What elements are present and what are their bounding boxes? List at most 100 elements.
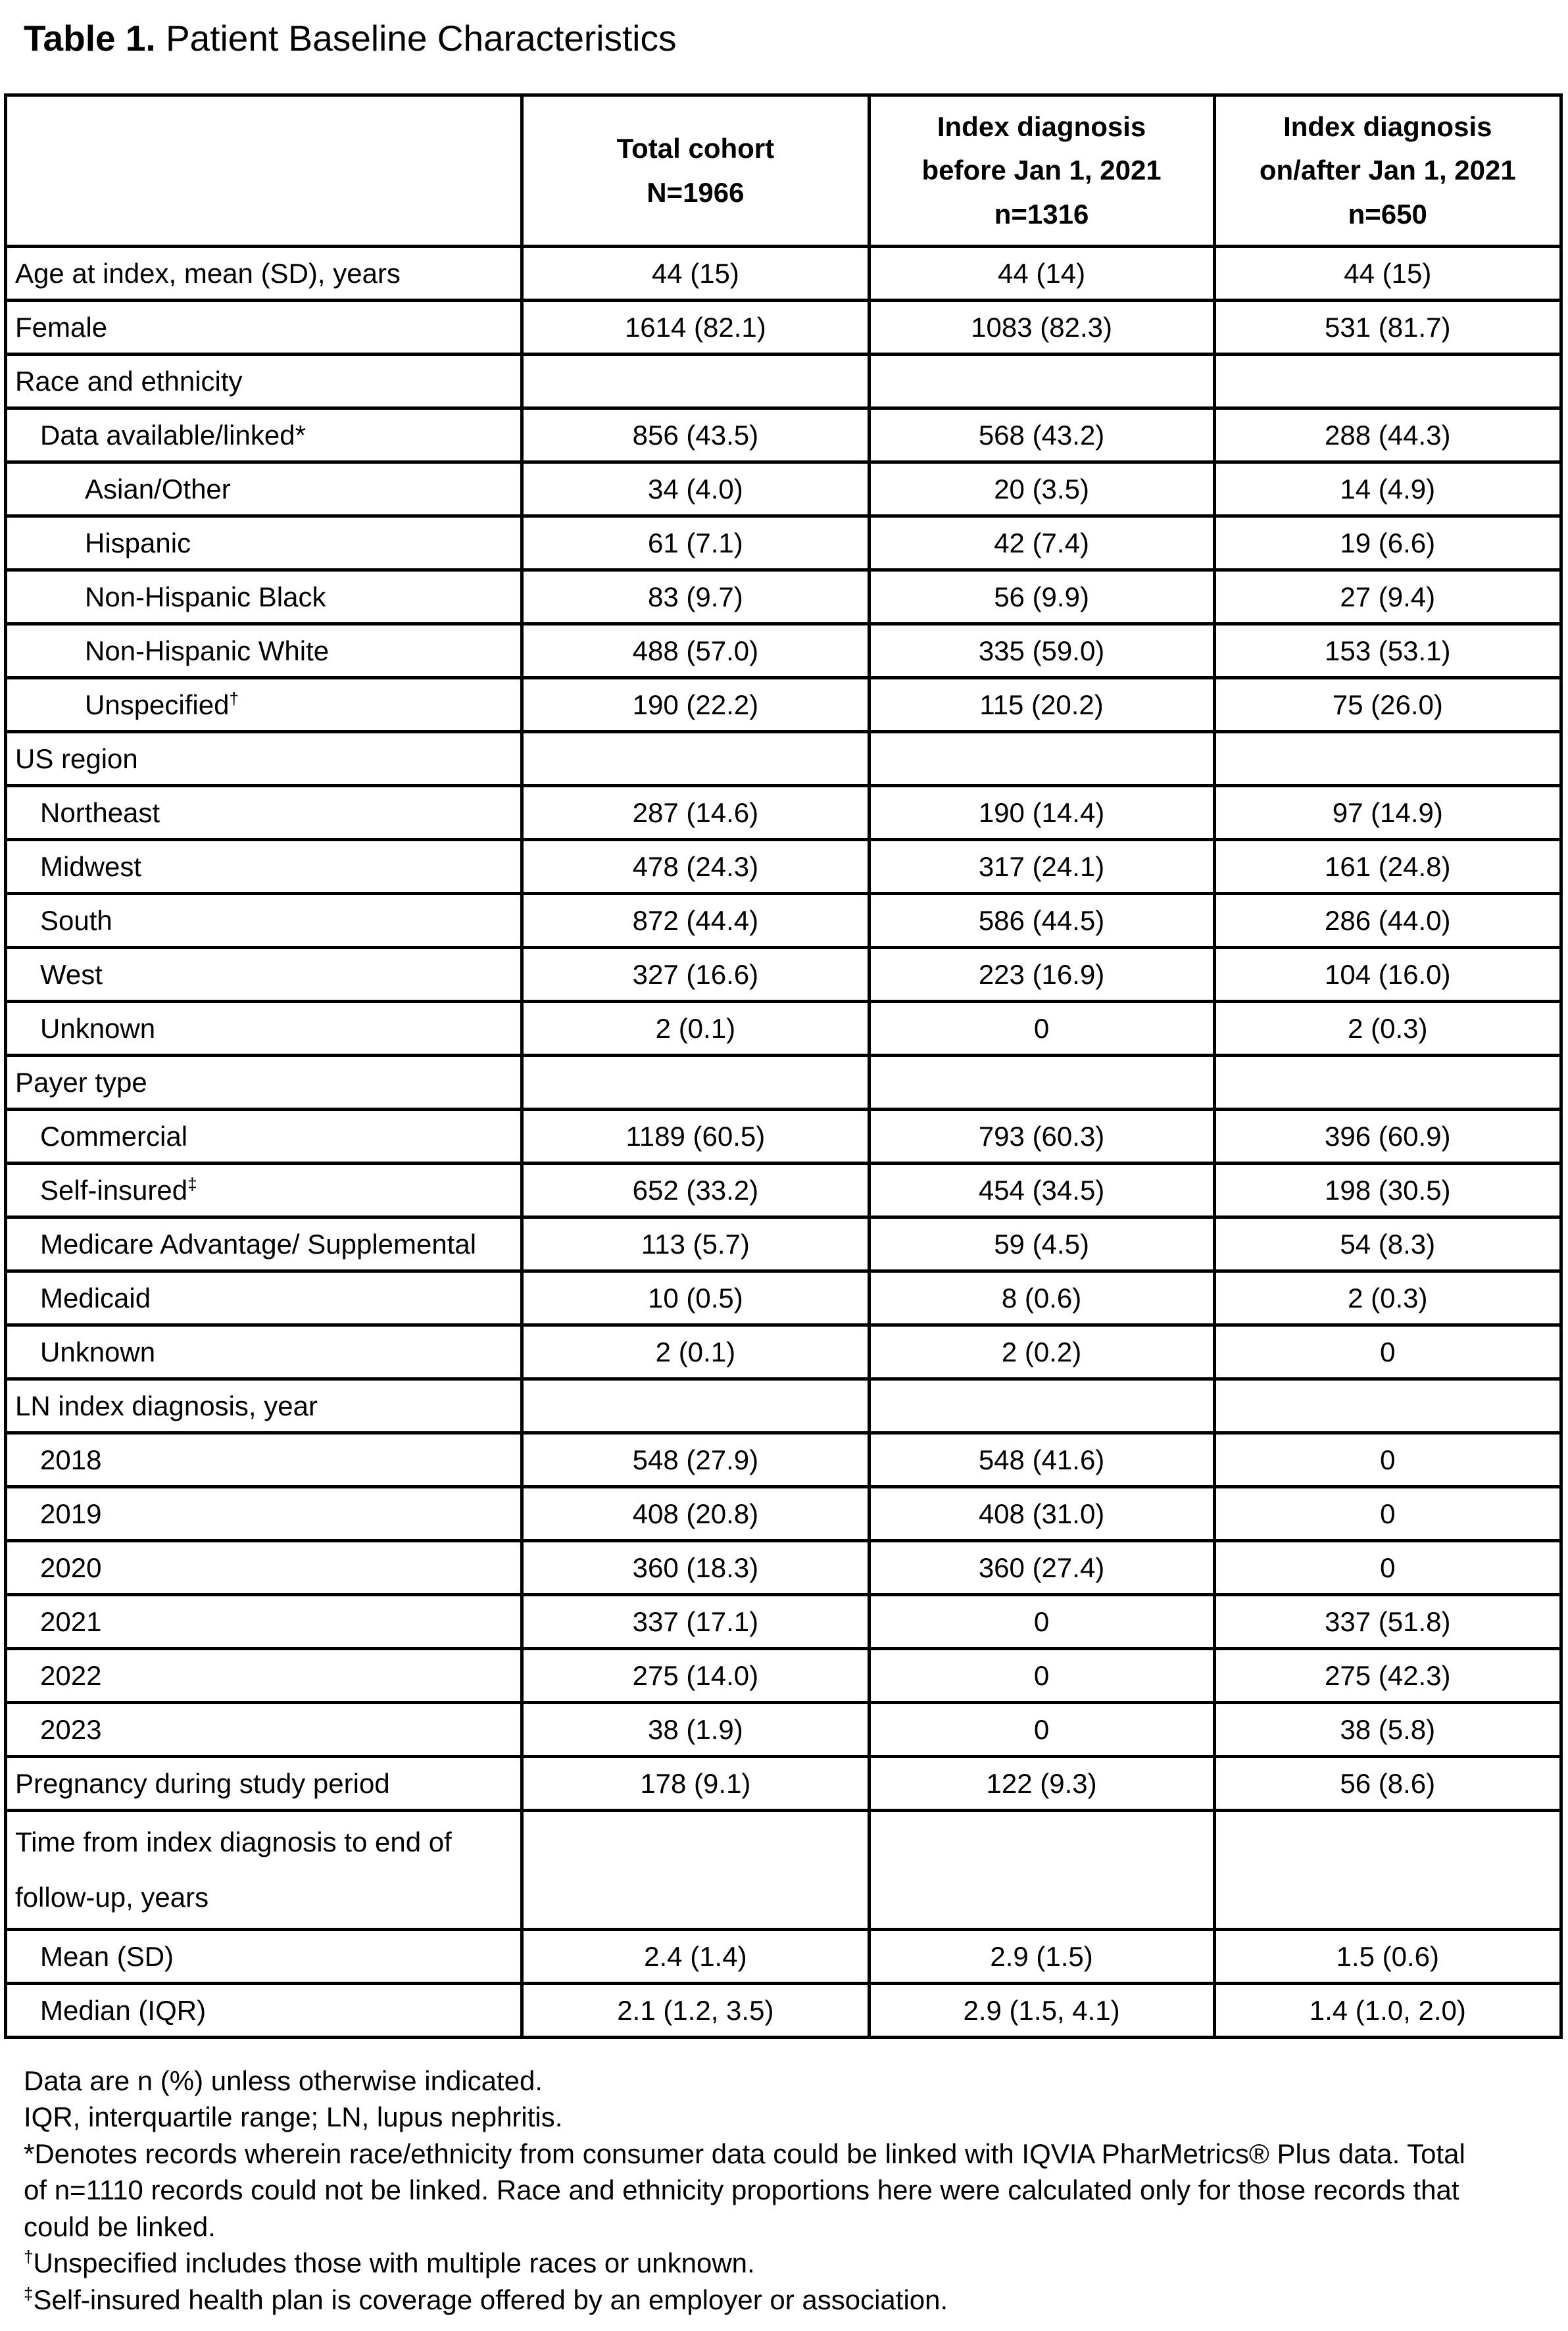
row-label-cell: Self-insured‡ <box>3 1162 524 1219</box>
cell-index-onafter-2021: 396 (60.9) <box>1212 1108 1563 1165</box>
footnote-text: IQR, interquartile range; LN, lupus neph… <box>24 2101 563 2133</box>
row-label: Medicare Advantage/ Supplemental <box>40 1229 477 1260</box>
cell-index-onafter-2021 <box>1212 353 1563 410</box>
table-row: Medicare Advantage/ Supplemental 113 (5.… <box>3 1215 1563 1273</box>
footnote-text: Unspecified includes those with multiple… <box>33 2247 755 2279</box>
footnote-symbol: ‡ <box>24 2283 34 2303</box>
cell-index-before-2021: 2 (0.2) <box>867 1323 1216 1381</box>
table-row: Data available/linked* 856 (43.5) 568 (4… <box>3 406 1563 464</box>
cell-index-onafter-2021: 1.5 (0.6) <box>1212 1928 1563 1985</box>
row-label-cell: Unknown <box>3 1323 524 1381</box>
cell-total-cohort: 652 (33.2) <box>520 1162 871 1219</box>
cell-index-before-2021: 2.9 (1.5) <box>867 1928 1216 1985</box>
row-label: Pregnancy during study period <box>15 1768 390 1799</box>
cell-index-onafter-2021: 0 <box>1212 1323 1563 1381</box>
footnote-symbol: † <box>24 2247 34 2267</box>
table-row: 2018 548 (27.9) 548 (41.6) 0 <box>3 1431 1563 1488</box>
row-label: Median (IQR) <box>40 1995 207 2026</box>
header-index-before-2021: Index diagnosis before Jan 1, 2021 n=131… <box>867 93 1216 248</box>
row-label: US region <box>15 743 138 774</box>
cell-index-before-2021: 0 <box>867 1000 1216 1057</box>
cell-total-cohort: 113 (5.7) <box>520 1215 871 1273</box>
cell-total-cohort: 478 (24.3) <box>520 838 871 895</box>
cell-index-onafter-2021: 2 (0.3) <box>1212 1269 1563 1327</box>
row-label-sup: † <box>229 689 239 708</box>
cell-total-cohort: 83 (9.7) <box>520 568 871 626</box>
cell-total-cohort: 2 (0.1) <box>520 1323 871 1381</box>
cell-index-before-2021: 1083 (82.3) <box>867 299 1216 356</box>
row-label-cell: Non-Hispanic White <box>3 622 524 679</box>
table-row: Hispanic 61 (7.1) 42 (7.4) 19 (6.6) <box>3 514 1563 572</box>
cell-index-before-2021 <box>867 730 1216 787</box>
cell-index-before-2021: 0 <box>867 1647 1216 1704</box>
cell-total-cohort: 275 (14.0) <box>520 1647 871 1704</box>
row-label: 2022 <box>40 1660 102 1691</box>
table-row: Female 1614 (82.1) 1083 (82.3) 531 (81.7… <box>3 299 1563 356</box>
cell-total-cohort <box>520 353 871 410</box>
cell-total-cohort: 327 (16.6) <box>520 946 871 1003</box>
cell-index-before-2021: 122 (9.3) <box>867 1755 1216 1812</box>
cell-index-onafter-2021 <box>1212 730 1563 787</box>
row-label: Non-Hispanic White <box>85 635 330 666</box>
cell-index-before-2021: 8 (0.6) <box>867 1269 1216 1327</box>
cell-index-onafter-2021: 75 (26.0) <box>1212 676 1563 733</box>
row-label: 2023 <box>40 1714 102 1745</box>
cell-total-cohort: 61 (7.1) <box>520 514 871 572</box>
cell-total-cohort: 2.1 (1.2, 3.5) <box>520 1982 871 2039</box>
row-label-cell: 2019 <box>3 1485 524 1542</box>
row-label-cell: Female <box>3 299 524 356</box>
header-index-onafter-2021: Index diagnosis on/after Jan 1, 2021 n=6… <box>1212 93 1563 248</box>
cell-index-onafter-2021: 0 <box>1212 1431 1563 1488</box>
row-label: Race and ethnicity <box>15 366 243 397</box>
footnote-line: Data are n (%) unless otherwise indicate… <box>24 2063 1477 2099</box>
row-label-cell: Median (IQR) <box>3 1982 524 2039</box>
row-label-cell: 2020 <box>3 1539 524 1596</box>
row-label-cell: Non-Hispanic Black <box>3 568 524 626</box>
cell-index-before-2021: 568 (43.2) <box>867 406 1216 464</box>
row-label: Time from index diagnosis to end of foll… <box>15 1827 452 1913</box>
cell-index-before-2021: 0 <box>867 1593 1216 1650</box>
row-label-cell: West <box>3 946 524 1003</box>
cell-total-cohort: 1614 (82.1) <box>520 299 871 356</box>
table-number-label: Table 1. <box>24 18 156 59</box>
table-row: South 872 (44.4) 586 (44.5) 286 (44.0) <box>3 892 1563 949</box>
footnotes-block: Data are n (%) unless otherwise indicate… <box>24 2063 1477 2318</box>
row-label-cell: Age at index, mean (SD), years <box>3 245 524 302</box>
cell-index-onafter-2021 <box>1212 1377 1563 1435</box>
cell-total-cohort: 2.4 (1.4) <box>520 1928 871 1985</box>
cell-index-onafter-2021: 56 (8.6) <box>1212 1755 1563 1812</box>
header-row: Total cohort N=1966 Index diagnosis befo… <box>3 93 1563 248</box>
footnote-text: Self-insured health plan is coverage off… <box>33 2284 948 2315</box>
table-row: US region <box>3 730 1563 787</box>
footnote-text: Data are n (%) unless otherwise indicate… <box>24 2065 543 2096</box>
cell-index-onafter-2021: 14 (4.9) <box>1212 460 1563 518</box>
row-label: LN index diagnosis, year <box>15 1390 318 1421</box>
row-label-cell: Data available/linked* <box>3 406 524 464</box>
cell-index-onafter-2021: 0 <box>1212 1485 1563 1542</box>
footnote-text: *Denotes records wherein race/ethnicity … <box>24 2138 1465 2242</box>
table-row: Age at index, mean (SD), years 44 (15) 4… <box>3 245 1563 302</box>
row-label: 2019 <box>40 1498 102 1529</box>
row-label-cell: Commercial <box>3 1108 524 1165</box>
cell-total-cohort: 488 (57.0) <box>520 622 871 679</box>
row-label-cell: 2022 <box>3 1647 524 1704</box>
cell-index-onafter-2021 <box>1212 1054 1563 1111</box>
table-row: 2021 337 (17.1) 0 337 (51.8) <box>3 1593 1563 1650</box>
cell-index-onafter-2021: 19 (6.6) <box>1212 514 1563 572</box>
cell-index-onafter-2021: 54 (8.3) <box>1212 1215 1563 1273</box>
cell-index-before-2021: 360 (27.4) <box>867 1539 1216 1596</box>
cell-index-before-2021: 2.9 (1.5, 4.1) <box>867 1982 1216 2039</box>
cell-total-cohort: 44 (15) <box>520 245 871 302</box>
cell-index-onafter-2021: 531 (81.7) <box>1212 299 1563 356</box>
cell-index-before-2021 <box>867 1054 1216 1111</box>
table-row: Non-Hispanic Black 83 (9.7) 56 (9.9) 27 … <box>3 568 1563 626</box>
row-label-cell: Unknown <box>3 1000 524 1057</box>
baseline-characteristics-table: Total cohort N=1966 Index diagnosis befo… <box>3 93 1563 2039</box>
cell-index-before-2021: 793 (60.3) <box>867 1108 1216 1165</box>
cell-index-onafter-2021: 1.4 (1.0, 2.0) <box>1212 1982 1563 2039</box>
table-row: Commercial 1189 (60.5) 793 (60.3) 396 (6… <box>3 1108 1563 1165</box>
cell-index-onafter-2021: 153 (53.1) <box>1212 622 1563 679</box>
row-label: South <box>40 905 112 936</box>
table-row: 2019 408 (20.8) 408 (31.0) 0 <box>3 1485 1563 1542</box>
cell-total-cohort <box>520 1377 871 1435</box>
